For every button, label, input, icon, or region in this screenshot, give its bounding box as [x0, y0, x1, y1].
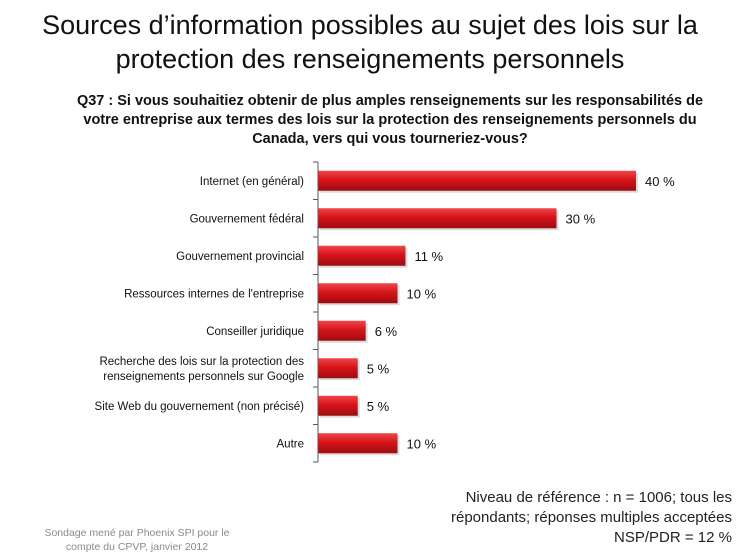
data-label: 5 %	[367, 399, 390, 414]
category-label: renseignements personnels sur Google	[103, 371, 304, 383]
category-label: Gouvernement provincial	[176, 251, 304, 263]
chart-title-text: Sources d’information possibles au sujet…	[42, 10, 698, 74]
data-label: 5 %	[367, 361, 390, 376]
bar	[318, 283, 398, 304]
bar	[318, 395, 358, 416]
source-line-1: Sondage mené par Phoenix SPI pour le	[44, 527, 230, 539]
bar	[318, 433, 398, 454]
footnote-line-2: répondants; réponses multiples acceptées	[450, 509, 732, 526]
data-label: 10 %	[407, 286, 437, 301]
category-label: Internet (en général)	[200, 176, 304, 188]
bar	[318, 245, 406, 266]
footnote-line-3: NSP/PDR = 12 %	[614, 529, 732, 546]
source-line-2: compte du CPVP, janvier 2012	[65, 541, 209, 553]
data-label: 6 %	[375, 324, 398, 339]
survey-question: Q37 : Si vous souhaitiez obtenir de plus…	[76, 93, 704, 147]
category-label: Ressources internes de l'entreprise	[124, 288, 304, 300]
category-label: Autre	[277, 438, 305, 450]
data-label: 30 %	[566, 211, 596, 226]
data-label: 11 %	[414, 249, 443, 264]
bar	[318, 358, 358, 379]
data-label: 10 %	[407, 436, 437, 451]
category-label: Conseiller juridique	[206, 326, 304, 338]
category-label: Gouvernement fédéral	[190, 213, 304, 225]
chart-title: Sources d’information possibles au sujet…	[0, 8, 740, 76]
bar	[318, 170, 636, 191]
bar	[318, 208, 557, 229]
data-label: 40 %	[645, 174, 675, 189]
footnote: Niveau de référence : n = 1006; tous les…	[402, 488, 732, 548]
category-label: Recherche des lois sur la protection des	[99, 356, 304, 368]
category-label: Site Web du gouvernement (non précisé)	[95, 401, 305, 413]
footnote-line-1: Niveau de référence : n = 1006; tous les	[465, 489, 732, 506]
bar	[318, 320, 366, 341]
source-note: Sondage mené par Phoenix SPI pour le com…	[22, 526, 252, 554]
